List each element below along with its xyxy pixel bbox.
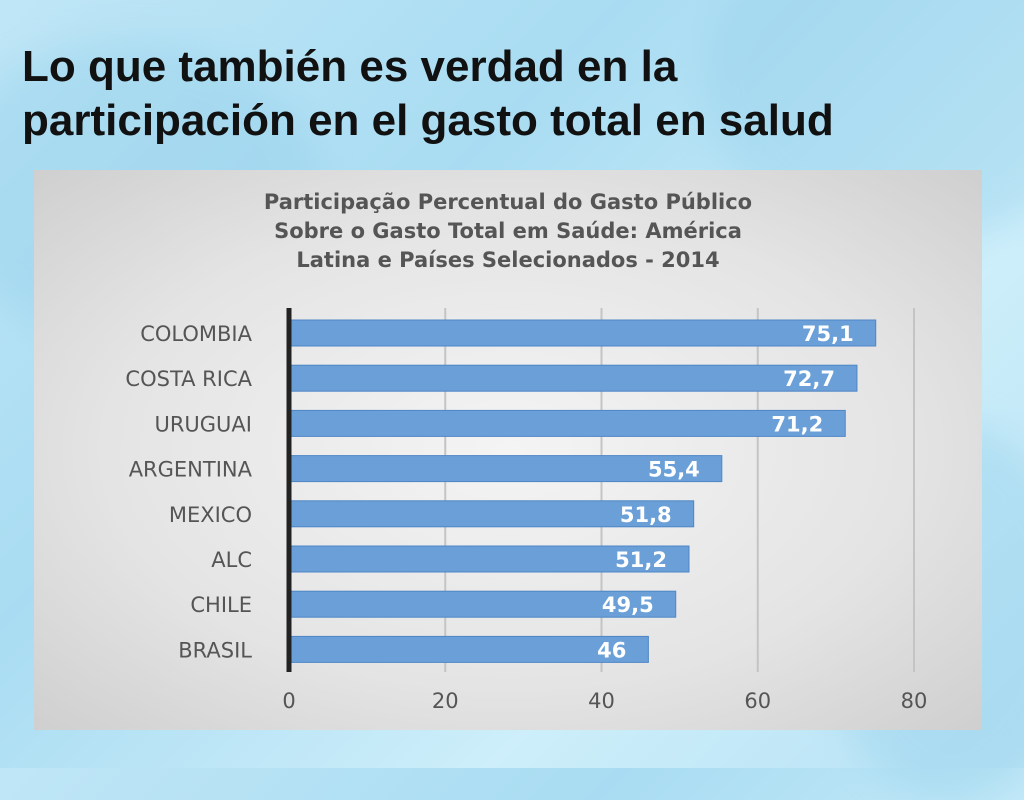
category-label: BRASIL <box>178 638 252 662</box>
category-label: URUGUAI <box>154 412 252 436</box>
data-label: 71,2 <box>771 412 823 436</box>
data-label: 72,7 <box>783 367 835 391</box>
chart-title-line: Latina e Países Selecionados - 2014 <box>296 248 720 272</box>
chart-title-line: Participação Percentual do Gasto Público <box>263 190 753 214</box>
x-tick-label: 60 <box>744 689 771 713</box>
slide-title-line: Lo que también es verdad en la <box>22 42 678 91</box>
bar-chart: 75,1 COLOMBIA 72,7 COSTA RICA 71,2 URUGUAI 55,… <box>125 308 928 713</box>
category-label: ARGENTINA <box>129 458 253 482</box>
category-label: MEXICO <box>169 503 252 527</box>
slide-title-line: participación en el gasto total en salud <box>22 96 834 145</box>
x-tick-label: 0 <box>282 689 295 713</box>
chart-title: Participação Percentual do Gasto Público… <box>34 188 982 275</box>
data-label: 75,1 <box>802 322 854 346</box>
bar <box>288 319 877 347</box>
category-label: COLOMBIA <box>140 322 252 346</box>
category-label: ALC <box>211 548 252 572</box>
data-label: 46 <box>597 638 626 662</box>
x-tick-label: 80 <box>901 689 928 713</box>
bar <box>288 635 649 663</box>
bar <box>288 545 690 573</box>
bar <box>288 590 677 618</box>
category-label: COSTA RICA <box>125 367 252 391</box>
chart-title-line: Sobre o Gasto Total em Saúde: América <box>274 219 742 243</box>
x-tick-label: 20 <box>432 689 459 713</box>
bar <box>288 409 846 437</box>
bar <box>288 364 858 392</box>
data-label: 55,4 <box>648 458 700 482</box>
category-label: CHILE <box>190 593 252 617</box>
data-label: 49,5 <box>602 593 654 617</box>
data-label: 51,2 <box>615 548 667 572</box>
slide-title: Lo que también es verdad en la participa… <box>22 40 1002 148</box>
data-label: 51,8 <box>620 503 672 527</box>
bar <box>288 500 695 528</box>
chart-panel: Participação Percentual do Gasto Público… <box>34 170 982 730</box>
x-tick-label: 40 <box>588 689 615 713</box>
bar <box>288 455 723 483</box>
